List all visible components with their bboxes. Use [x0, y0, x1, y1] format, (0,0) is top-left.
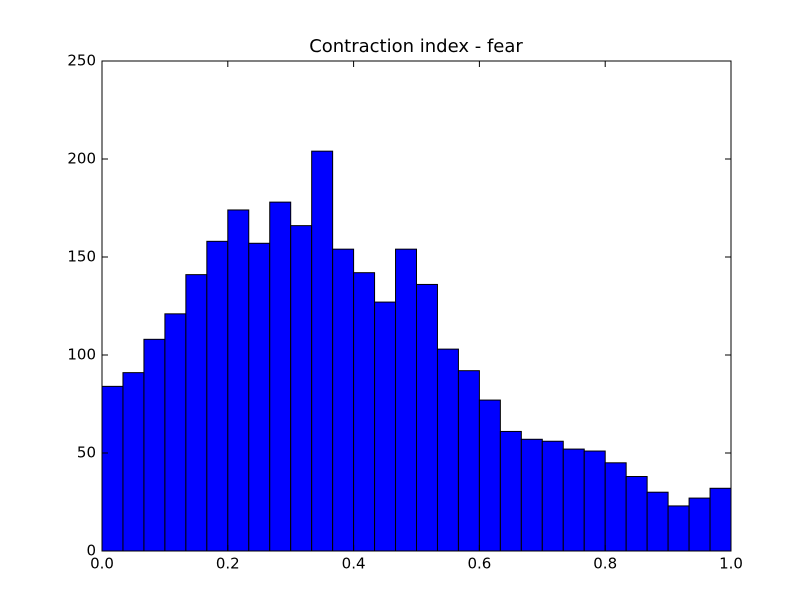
x-tick-label: 0.2 [216, 555, 240, 573]
y-tick-label: 0 [86, 542, 96, 560]
bar [143, 338, 166, 552]
bar [583, 450, 606, 552]
bar [604, 462, 627, 552]
x-tick-label: 0.0 [90, 555, 114, 573]
bar [332, 248, 355, 552]
bar [353, 272, 376, 552]
bar [562, 448, 585, 552]
bar [395, 248, 417, 552]
bar [667, 505, 690, 552]
bar [457, 370, 480, 552]
plot-frame [101, 60, 732, 552]
y-tick-label: 250 [67, 52, 96, 70]
bar [206, 240, 229, 552]
x-tick-label: 0.8 [593, 555, 617, 573]
chart-title: Contraction index - fear [309, 36, 523, 57]
bar [374, 301, 397, 552]
bar [625, 476, 648, 552]
bar [185, 274, 208, 552]
bar [646, 491, 669, 552]
x-tick-label: 1.0 [719, 555, 743, 573]
bar [248, 242, 271, 552]
x-tick-label: 0.6 [467, 555, 491, 573]
bar [499, 430, 522, 552]
bar [436, 348, 459, 552]
bar [164, 313, 187, 552]
y-tick-label: 150 [67, 248, 96, 266]
bar [520, 438, 543, 552]
bar [541, 440, 564, 552]
y-tick-label: 100 [67, 346, 96, 364]
bar [709, 487, 732, 552]
x-tick-label: 0.4 [342, 555, 366, 573]
bar [290, 225, 313, 552]
bar [227, 209, 250, 552]
y-tick-label: 50 [77, 444, 96, 462]
bar [269, 201, 292, 552]
bar [311, 150, 334, 552]
bar [416, 283, 438, 552]
y-tick-label: 200 [67, 150, 96, 168]
bar [101, 385, 124, 552]
bar [122, 372, 145, 552]
bar [478, 399, 501, 552]
bar [688, 497, 711, 552]
